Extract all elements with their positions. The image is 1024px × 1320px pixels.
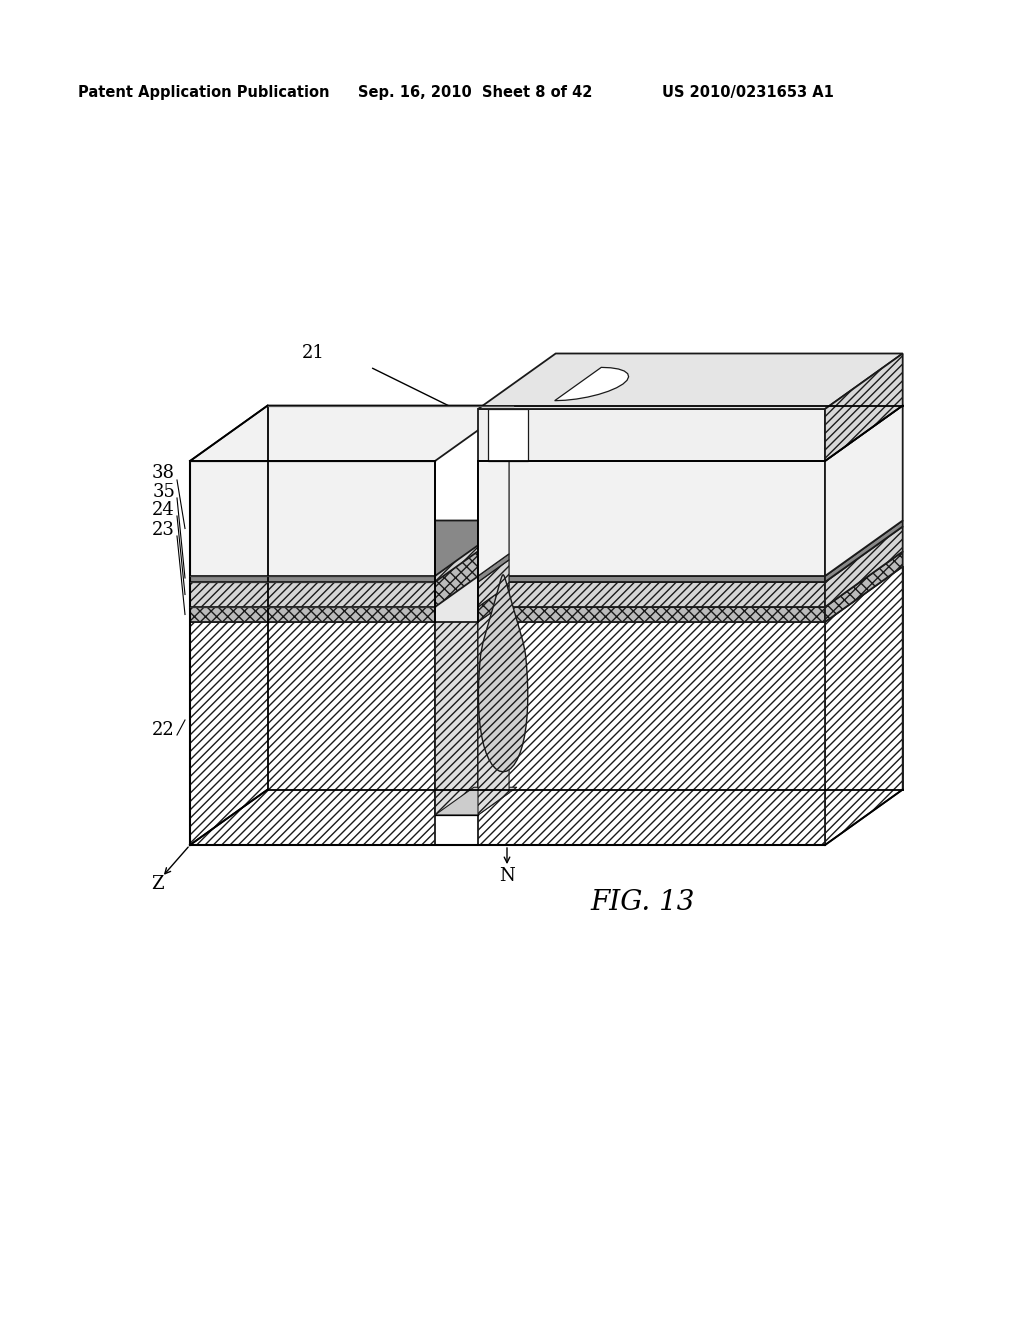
- Polygon shape: [478, 622, 825, 845]
- Polygon shape: [478, 405, 903, 461]
- Polygon shape: [478, 585, 509, 622]
- Text: 22: 22: [153, 721, 175, 739]
- Polygon shape: [478, 409, 825, 461]
- Polygon shape: [825, 405, 903, 576]
- Text: 24: 24: [153, 502, 175, 519]
- Polygon shape: [488, 409, 528, 461]
- Polygon shape: [435, 787, 517, 814]
- Polygon shape: [825, 520, 903, 582]
- Polygon shape: [478, 574, 527, 772]
- Polygon shape: [190, 576, 435, 582]
- Text: Sep. 16, 2010  Sheet 8 of 42: Sep. 16, 2010 Sheet 8 of 42: [358, 84, 592, 100]
- Polygon shape: [190, 622, 435, 845]
- Polygon shape: [478, 438, 509, 576]
- Text: Patent Application Publication: Patent Application Publication: [78, 84, 330, 100]
- Polygon shape: [190, 552, 513, 607]
- Text: N: N: [499, 867, 515, 884]
- Polygon shape: [478, 607, 825, 622]
- Text: 38: 38: [152, 465, 175, 482]
- Text: 23: 23: [153, 521, 175, 539]
- Polygon shape: [478, 599, 509, 814]
- Text: 21: 21: [302, 345, 325, 362]
- Text: US 2010/0231653 A1: US 2010/0231653 A1: [662, 84, 834, 100]
- Polygon shape: [190, 405, 513, 461]
- Polygon shape: [825, 552, 903, 622]
- Polygon shape: [478, 552, 903, 607]
- Polygon shape: [190, 607, 435, 622]
- Polygon shape: [555, 367, 629, 401]
- Polygon shape: [825, 527, 903, 607]
- Polygon shape: [190, 527, 513, 582]
- Polygon shape: [478, 560, 509, 607]
- Polygon shape: [267, 566, 903, 789]
- Polygon shape: [190, 582, 435, 607]
- Polygon shape: [190, 520, 513, 576]
- Polygon shape: [478, 527, 903, 582]
- Polygon shape: [478, 582, 825, 607]
- Polygon shape: [478, 554, 509, 582]
- Polygon shape: [825, 566, 903, 845]
- Polygon shape: [478, 461, 825, 576]
- Text: Z: Z: [151, 875, 163, 894]
- Polygon shape: [478, 354, 903, 409]
- Polygon shape: [478, 576, 825, 582]
- Text: FIG. 13: FIG. 13: [590, 888, 694, 916]
- Text: 35: 35: [153, 483, 175, 502]
- Polygon shape: [190, 461, 435, 576]
- Polygon shape: [435, 622, 478, 814]
- Polygon shape: [478, 520, 903, 576]
- Polygon shape: [825, 354, 903, 461]
